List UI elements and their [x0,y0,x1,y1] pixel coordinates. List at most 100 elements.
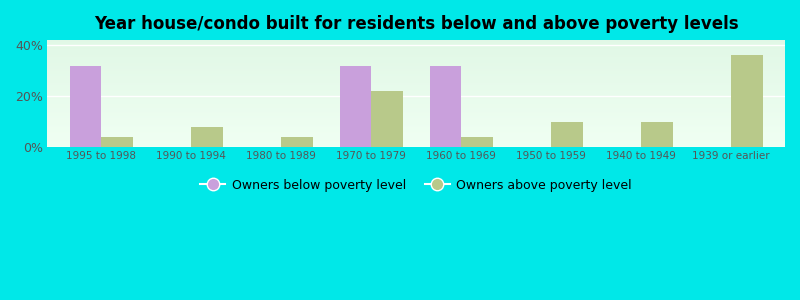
Bar [47,68,785,69]
Bar [47,142,785,143]
Bar [47,97,785,98]
Bar [47,113,785,114]
Bar [47,80,785,81]
Bar [47,117,785,118]
Bar [47,89,785,90]
Bar [47,53,785,54]
Bar [47,90,785,92]
Bar [47,137,785,139]
Bar [47,136,785,137]
Bar [339,66,371,147]
Bar [47,122,785,124]
Bar [47,41,785,42]
Bar [47,101,785,102]
Bar [47,92,785,93]
Bar [47,124,785,125]
Bar [47,140,785,141]
Bar [101,137,133,147]
Bar [47,78,785,79]
Bar [47,103,785,104]
Bar [47,93,785,94]
Bar [47,44,785,46]
Bar [47,58,785,59]
Bar [47,63,785,64]
Bar [47,127,785,128]
Bar [47,146,785,147]
Bar [47,120,785,122]
Bar [551,122,582,147]
Bar [47,49,785,50]
Bar [47,67,785,68]
Bar [47,48,785,49]
Bar [47,143,785,144]
Bar [70,66,101,147]
Bar [191,127,222,147]
Bar [47,104,785,105]
Bar [47,141,785,142]
Bar [47,84,785,85]
Bar [47,85,785,86]
Bar [47,87,785,88]
Bar [47,132,785,133]
Bar [47,56,785,57]
Bar [47,102,785,103]
Bar [47,42,785,43]
Title: Year house/condo built for residents below and above poverty levels: Year house/condo built for residents bel… [94,15,738,33]
Bar [47,55,785,56]
Bar [47,74,785,75]
Bar [47,139,785,140]
Bar [47,60,785,62]
Bar [47,134,785,135]
Bar [641,122,673,147]
Bar [47,144,785,145]
Bar [47,52,785,53]
Bar [47,43,785,44]
Bar [47,99,785,100]
Bar [47,109,785,110]
Bar [47,126,785,127]
Bar [47,75,785,76]
Bar [47,66,785,67]
Bar [281,137,313,147]
Bar [371,91,402,147]
Bar [47,116,785,117]
Bar [47,128,785,129]
Bar [47,71,785,72]
Bar [47,130,785,131]
Bar [47,100,785,101]
Bar [47,131,785,132]
Bar [47,82,785,83]
Bar [47,119,785,120]
Bar [47,133,785,134]
Bar [47,76,785,78]
Bar [47,111,785,112]
Bar [47,57,785,58]
Bar [47,105,785,106]
Bar [47,110,785,111]
Bar [47,65,785,66]
Bar [47,81,785,82]
Bar [47,59,785,60]
Bar [47,135,785,136]
Bar [731,56,762,147]
Bar [461,137,493,147]
Bar [47,115,785,116]
Bar [47,51,785,52]
Bar [47,96,785,97]
Bar [47,98,785,99]
Bar [47,114,785,115]
Bar [47,64,785,65]
Bar [47,107,785,109]
Bar [47,69,785,70]
Bar [47,46,785,48]
Bar [47,95,785,96]
Legend: Owners below poverty level, Owners above poverty level: Owners below poverty level, Owners above… [195,173,637,196]
Bar [47,118,785,119]
Bar [47,40,785,41]
Bar [47,54,785,55]
Bar [47,88,785,89]
Bar [47,106,785,107]
Bar [47,112,785,113]
Bar [47,73,785,74]
Bar [47,79,785,80]
